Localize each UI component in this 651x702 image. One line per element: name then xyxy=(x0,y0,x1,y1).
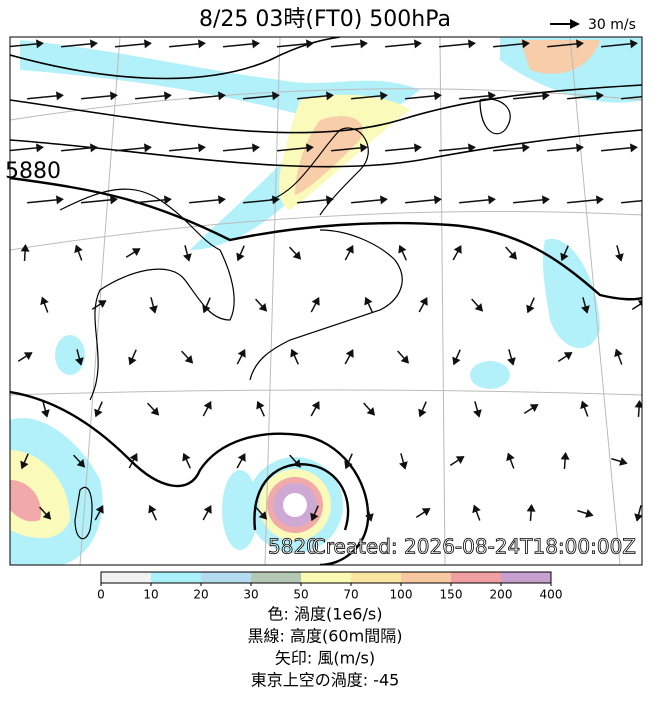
map-title: 8/25 03時(FT0) 500hPa xyxy=(199,7,451,32)
wind-legend-label: 30 m/s xyxy=(588,17,636,33)
caption: 黒線: 高度(60m間隔) xyxy=(248,627,403,646)
created-label: Created: 2026-08-24T18:00:00Z xyxy=(312,535,636,559)
colorbar-cell xyxy=(251,572,301,583)
colorbar-tick-label: 400 xyxy=(540,588,563,602)
colorbar-tick-label: 100 xyxy=(390,588,413,602)
colorbar-cell xyxy=(101,572,151,583)
colorbar-tick-label: 200 xyxy=(490,588,513,602)
colorbar-cell xyxy=(151,572,201,583)
colorbar-tick-label: 30 xyxy=(243,588,258,602)
colorbar-cell xyxy=(401,572,451,583)
map-area xyxy=(7,37,651,565)
caption: 矢印: 風(m/s) xyxy=(275,649,375,668)
colorbar-cell xyxy=(201,572,251,583)
contour-label: 5880 xyxy=(5,159,61,184)
colorbar-cell xyxy=(451,572,501,583)
colorbar-tick-label: 70 xyxy=(343,588,358,602)
colorbar-tick-label: 20 xyxy=(193,588,208,602)
colorbar-cell xyxy=(301,572,351,583)
colorbar-tick-label: 150 xyxy=(440,588,463,602)
caption: 色: 渦度(1e6/s) xyxy=(268,605,383,624)
caption: 東京上空の渦度: -45 xyxy=(251,671,400,690)
captions: 色: 渦度(1e6/s) 黒線: 高度(60m間隔) 矢印: 風(m/s) 東京上空の… xyxy=(248,605,403,690)
colorbar-tick-label: 50 xyxy=(293,588,308,602)
wind-legend-head xyxy=(570,19,580,29)
colorbar-tick-label: 0 xyxy=(97,588,105,602)
colorbar-cell xyxy=(501,572,551,583)
colorbar-cell xyxy=(351,572,401,583)
colorbar-tick-label: 10 xyxy=(143,588,158,602)
colorbar: 0 10 20 30 50 70 100 150 200 400 xyxy=(97,572,562,602)
